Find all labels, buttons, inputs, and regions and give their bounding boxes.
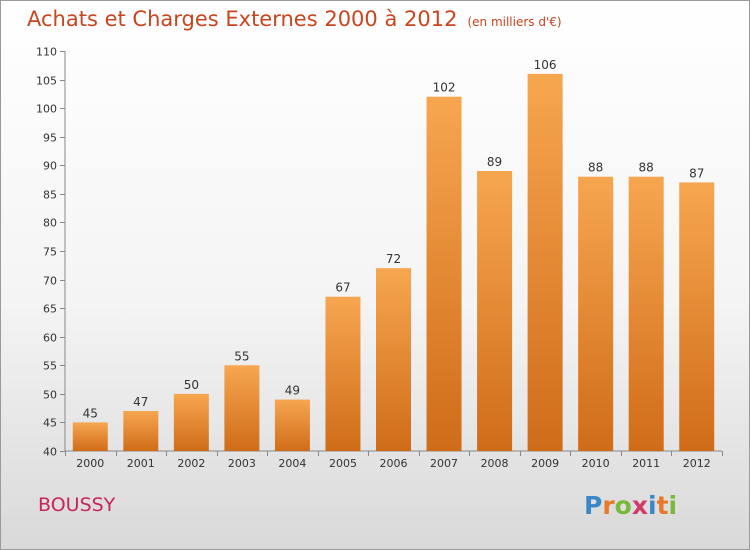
bar [477, 171, 513, 451]
x-tick-label: 2008 [481, 457, 509, 470]
y-tick-label: 45 [43, 417, 57, 430]
data-label: 45 [83, 406, 98, 420]
y-tick-label: 55 [43, 360, 57, 373]
data-label: 102 [433, 81, 456, 95]
data-label: 88 [588, 161, 603, 175]
logo-letter: o [614, 491, 632, 520]
logo-letter: r [602, 491, 615, 520]
data-label: 72 [386, 252, 401, 266]
y-tick-label: 60 [43, 332, 57, 345]
y-tick-label: 110 [36, 46, 57, 59]
data-label: 50 [184, 378, 199, 392]
logo-letter: P [584, 491, 603, 520]
bar [527, 73, 563, 451]
y-tick-label: 70 [43, 275, 57, 288]
data-label: 89 [487, 155, 502, 169]
y-tick-label: 95 [43, 132, 57, 145]
bar [578, 176, 614, 451]
logo-letter: t [656, 491, 669, 520]
x-tick-label: 2006 [380, 457, 408, 470]
y-tick-label: 80 [43, 217, 57, 230]
x-tick-label: 2001 [127, 457, 155, 470]
y-tick-label: 75 [43, 246, 57, 259]
y-tick-label: 85 [43, 189, 57, 202]
data-label: 87 [689, 166, 704, 180]
y-tick-label: 40 [43, 446, 57, 459]
data-label: 55 [234, 349, 249, 363]
data-label: 47 [133, 395, 148, 409]
data-label: 67 [335, 281, 350, 295]
bar [679, 182, 715, 451]
bar [628, 176, 664, 451]
bar [376, 268, 411, 451]
bar [173, 393, 209, 451]
bar [72, 422, 108, 451]
x-tick-label: 2012 [683, 457, 711, 470]
x-tick-label: 2005 [329, 457, 357, 470]
bar-series [72, 73, 715, 451]
x-tick-label: 2011 [632, 457, 660, 470]
x-tick-label: 2004 [278, 457, 306, 470]
x-tick-label: 2003 [228, 457, 256, 470]
data-labels: 45 47 50 55 49 67 72 102 89 106 88 88 87 [83, 58, 705, 421]
logo-letter: x [631, 491, 648, 520]
logo-letter: i [648, 491, 657, 520]
x-tick-label: 2007 [430, 457, 458, 470]
data-label: 49 [285, 384, 300, 398]
x-tick-label: 2000 [76, 457, 104, 470]
proxiti-logo[interactable]: Proxiti [584, 491, 677, 520]
bar [224, 365, 260, 451]
unit-note: (en milliers d'€) [467, 15, 562, 29]
x-tick-label: 2002 [177, 457, 205, 470]
y-axis: 40 45 50 55 60 65 70 75 80 85 90 95 100 105 110 [36, 46, 722, 459]
bar [325, 296, 361, 451]
y-tick-label: 50 [43, 389, 57, 402]
bar [274, 399, 310, 451]
logo-letter: i [668, 491, 678, 520]
commune-name: BOUSSY [38, 494, 116, 516]
chart-title-text: Achats et Charges Externes 2000 à 2012 [27, 7, 458, 31]
data-label: 88 [639, 161, 654, 175]
y-tick-label: 100 [36, 103, 57, 116]
bar [426, 96, 462, 451]
bar [123, 411, 159, 451]
data-label: 106 [534, 58, 557, 72]
x-tick-label: 2009 [531, 457, 559, 470]
x-tick-label: 2010 [582, 457, 610, 470]
y-tick-label: 105 [36, 75, 57, 88]
y-tick-label: 90 [43, 160, 57, 173]
chart-title: Achats et Charges Externes 2000 à 2012 (e… [27, 7, 562, 31]
x-axis: 2000 2001 2002 2003 2004 2005 2006 2007 2008 2009… [65, 451, 723, 470]
y-tick-label: 65 [43, 303, 57, 316]
